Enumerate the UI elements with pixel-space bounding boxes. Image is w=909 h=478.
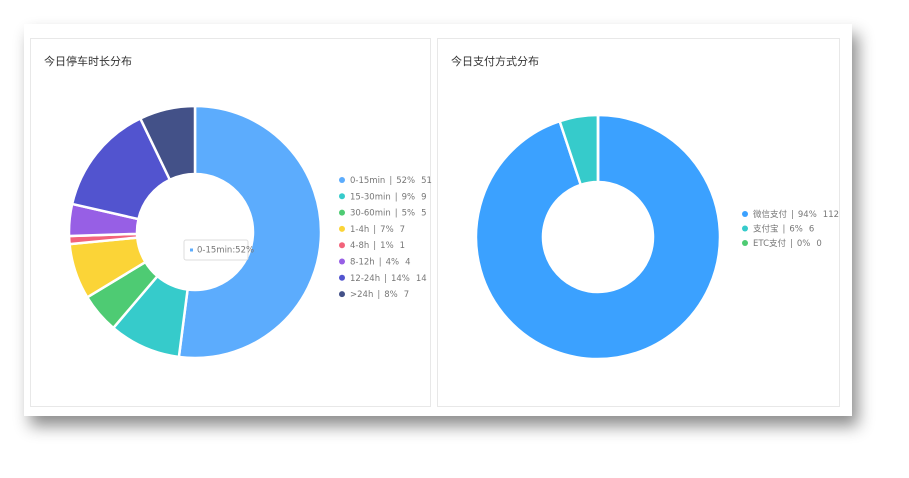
legend-label: 12-24h [350, 273, 380, 283]
legend-entry: 4-8h | 1% 1 [350, 241, 405, 251]
legend-entry: 8-12h | 4% 4 [350, 257, 410, 267]
legend-separator: | [389, 176, 392, 186]
legend-marker [339, 225, 345, 232]
chart-title: 今日停车时长分布 [44, 54, 132, 68]
legend-value: 6 [809, 224, 814, 234]
legend-marker [339, 193, 345, 200]
legend-label: 8-12h [350, 257, 375, 267]
legend-label: 4-8h [350, 241, 369, 251]
legend-percent: 9% [402, 192, 416, 202]
legend-entry: >24h | 8% 7 [350, 290, 409, 300]
legend-label: 支付宝 [753, 223, 779, 234]
legend-percent: 94% [798, 210, 817, 220]
legend-value: 5 [421, 208, 426, 218]
tooltip-marker [190, 248, 193, 252]
legend-separator: | [395, 192, 398, 202]
legend-marker [339, 291, 345, 298]
legend-label: 30-60min [350, 208, 391, 218]
legend-marker [742, 211, 748, 217]
legend-separator: | [791, 210, 794, 220]
legend-separator: | [790, 239, 793, 249]
legend-value: 7 [404, 290, 409, 300]
legend-entry: 1-4h | 7% 7 [350, 224, 405, 234]
legend-marker [339, 258, 345, 265]
legend-label: 0-15min [350, 176, 385, 186]
legend-entry: 0-15min | 52% 51 [350, 176, 432, 186]
legend-entry: 30-60min | 5% 5 [350, 208, 427, 218]
legend-value: 1 [400, 241, 405, 251]
legend-value: 0 [816, 239, 821, 249]
tooltip-box [183, 239, 249, 261]
legend-entry: 12-24h | 14% 14 [350, 273, 427, 283]
legend-percent: 0% [797, 239, 811, 249]
pie-slice [474, 113, 722, 361]
legend-marker [339, 209, 345, 216]
legend-percent: 14% [391, 273, 410, 283]
legend-entry: 15-30min | 9% 9 [350, 192, 427, 202]
legend-label: 15-30min [350, 192, 391, 202]
legend-marker [742, 240, 748, 246]
legend-marker [742, 225, 748, 232]
chart-title: 今日支付方式分布 [451, 54, 539, 68]
pie-slice [177, 104, 323, 360]
legend-value: 9 [421, 192, 426, 202]
legend-marker [339, 274, 345, 281]
legend-separator: | [373, 224, 376, 234]
tooltip-text: 0-15min:52% [197, 246, 254, 256]
legend-percent: 7% [380, 224, 394, 234]
legend-value: 14 [416, 273, 427, 283]
legend-percent: 1% [380, 241, 394, 251]
legend-label: >24h [350, 290, 373, 300]
legend-separator: | [379, 257, 382, 267]
legend-value: 7 [400, 224, 405, 234]
legend-separator: | [384, 273, 387, 283]
legend-marker [339, 177, 345, 183]
legend-entry: 微信支付 | 94% 112 [753, 209, 839, 220]
legend-label: 微信支付 [753, 209, 788, 220]
legend-marker [339, 242, 345, 249]
legend-percent: 6% [789, 224, 803, 234]
legend-percent: 52% [396, 176, 415, 186]
legend-label: ETC支付 [753, 238, 786, 249]
legend-percent: 4% [386, 257, 400, 267]
legend-value: 51 [421, 176, 432, 186]
legend-value: 112 [823, 210, 839, 220]
legend-value: 4 [405, 257, 410, 267]
legend-percent: 5% [402, 208, 416, 218]
legend-percent: 8% [384, 290, 398, 300]
legend-separator: | [783, 224, 786, 234]
pie-slice [138, 104, 197, 182]
legend-separator: | [395, 208, 398, 218]
legend-label: 1-4h [350, 224, 369, 234]
legend-separator: | [377, 290, 380, 300]
legend-separator: | [373, 241, 376, 251]
legend-entry: ETC支付 | 0% 0 [753, 238, 822, 249]
legend-entry: 支付宝 | 6% 6 [753, 223, 814, 234]
